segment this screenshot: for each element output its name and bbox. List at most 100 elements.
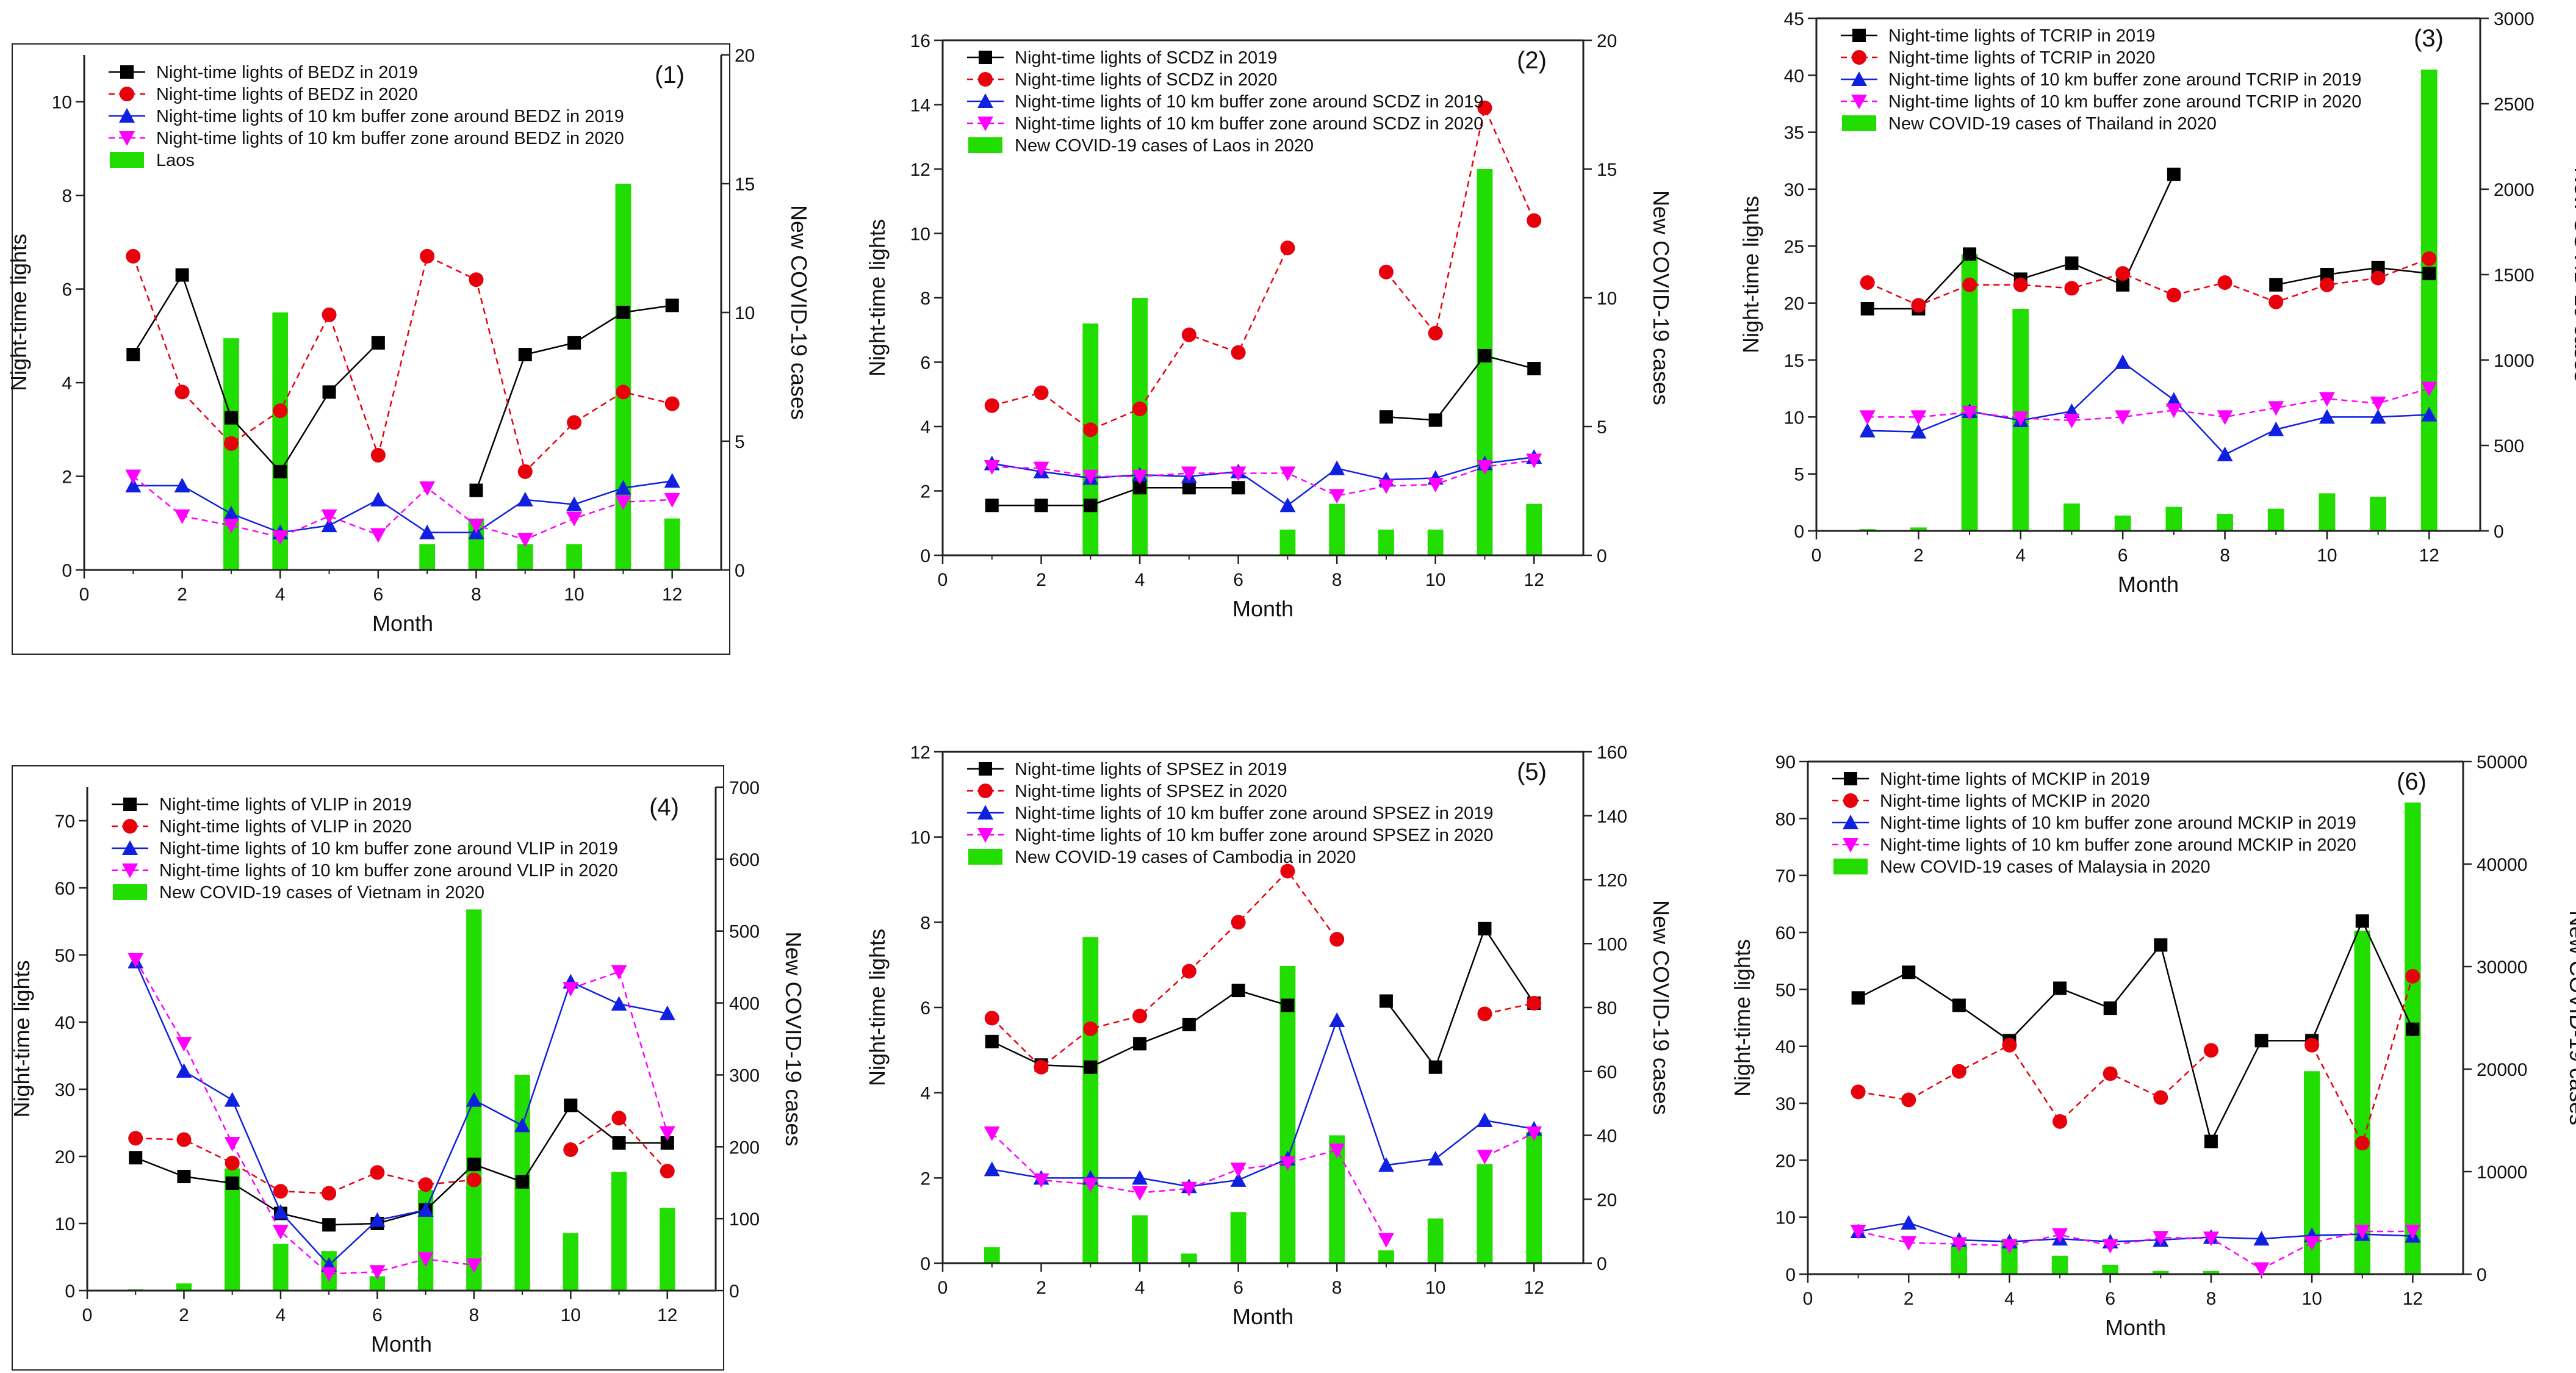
covid-bar-month-10 [1427,529,1444,555]
data-point-month-2 [1034,385,1049,400]
data-point-month-9 [2269,278,2283,292]
data-point-month-7 [419,481,436,496]
y2-tick-label: 5 [735,432,745,452]
data-point-month-3 [223,436,239,451]
data-point-month-11 [1478,348,1492,362]
data-point-month-12 [660,1136,674,1150]
data-point-month-11 [2371,261,2385,275]
covid-bar-month-11 [2354,931,2370,1274]
data-point-month-11 [616,384,631,400]
legend-marker [979,762,992,776]
y2-tick-label: 0 [1597,546,1607,566]
data-point-month-7 [1279,497,1296,513]
legend: Night-time lights of MCKIP in 2019Night-… [1832,769,2356,877]
series-line-segment [132,255,672,474]
y2-axis-label: New COVID-19 cases [1649,900,1674,1115]
data-point-month-12 [2405,968,2420,984]
x-tick-label: 2 [1904,1289,1914,1309]
data-point-month-10 [563,1142,578,1157]
data-point-month-2 [1033,1173,1049,1188]
y2-tick-label: 100 [1597,934,1627,954]
y-tick-label: 40 [1784,66,1804,86]
series-4 [984,453,1542,504]
y2-tick-label: 600 [729,850,760,870]
y-tick-label: 8 [62,186,72,206]
data-point-month-6 [370,448,386,463]
data-point-month-1 [126,248,141,264]
data-point-month-3 [1082,1177,1099,1192]
panel-number: (1) [655,62,685,88]
data-point-month-10 [1427,1150,1444,1166]
series-line-segment [2311,976,2414,1145]
covid-bar-month-9 [1378,529,1394,555]
data-point-month-2 [1910,423,1927,439]
covid-bar-month-12 [1526,1132,1542,1263]
y-tick-label: 30 [1784,180,1804,200]
y2-tick-label: 40000 [2477,855,2527,875]
panel-border [12,43,730,655]
data-point-month-4 [1132,1170,1148,1185]
data-point-month-8 [2217,275,2232,290]
legend-entry-1: Night-time lights of VLIP in 2019 [159,795,412,815]
data-point-month-6 [2115,354,2131,369]
y-tick-label: 0 [920,1254,930,1274]
x-tick-label: 0 [79,585,90,605]
chart-panel-5: 0 2 4 6 8 10 12024681012020406080100120140160M… [865,743,1674,1329]
data-point-month-6 [2115,266,2131,281]
x-tick-label: 12 [662,585,682,605]
covid-bar-month-11 [611,1172,627,1291]
x-tick-label: 10 [2301,1289,2322,1309]
covid-bar-month-2 [176,1283,192,1291]
data-point-month-2 [1901,1215,1917,1230]
y-tick-label: 8 [920,913,930,933]
data-point-month-10 [567,336,581,350]
legend-marker [1843,793,1858,808]
x-tick-label: 0 [1803,1289,1813,1309]
y-tick-label: 50 [55,946,75,966]
legend-bar-swatch [968,137,1002,153]
series-1 [1851,914,2420,1148]
covid-bar-month-12 [664,518,680,570]
chart-panel-2: 0 2 4 6 8 10 12 0 2 4 6 8 10 12 14 16 0 5 10 15 20 Month Night… [865,31,1674,621]
data-point-month-1 [128,953,144,968]
y-tick-label: 16 [910,31,930,51]
data-point-month-1 [1860,275,1875,290]
data-point-month-11 [615,480,631,495]
y-tick-label: 4 [62,373,72,394]
x-tick-label: 12 [657,1305,677,1325]
y2-tick-label: 0 [2494,522,2504,542]
data-point-month-8 [2217,446,2233,461]
x-tick-label: 2 [177,585,187,605]
data-point-month-7 [418,1177,433,1192]
data-point-month-11 [2370,270,2386,286]
legend-marker [122,840,138,855]
legend-bar-swatch [113,884,147,900]
legend-marker [122,863,138,878]
data-point-month-5 [1181,466,1197,481]
data-point-month-5 [321,517,337,533]
y2-tick-label: 15 [735,175,755,195]
data-point-month-5 [321,1267,337,1282]
y-tick-label: 14 [910,96,930,116]
data-point-month-11 [1477,1150,1493,1165]
covid-bar-month-3 [1961,254,1978,531]
data-point-month-1 [128,1131,143,1146]
y-tick-label: 70 [1775,867,1796,887]
data-point-month-1 [125,469,142,485]
covid-bar-month-4 [273,1244,289,1291]
y2-tick-label: 10000 [2477,1162,2527,1183]
series-line-segment [133,480,672,533]
x-tick-label: 6 [2105,1289,2115,1309]
legend-marker [119,131,135,146]
legend-entry-4: Night-time lights of 10 km buffer zone a… [1880,835,2356,855]
data-point-month-8 [468,519,484,534]
data-point-month-1 [1859,410,1876,425]
legend-entry-4: Night-time lights of 10 km buffer zone a… [1015,114,1483,134]
data-point-month-9 [1378,479,1394,494]
y-tick-label: 2 [920,1169,930,1189]
y-axis-label: Night-time lights [1730,939,1755,1097]
series-line-segment [1867,361,2430,456]
x-tick-label: 8 [471,585,481,605]
series-line-segment [135,961,668,1266]
data-point-month-10 [1428,1060,1442,1074]
